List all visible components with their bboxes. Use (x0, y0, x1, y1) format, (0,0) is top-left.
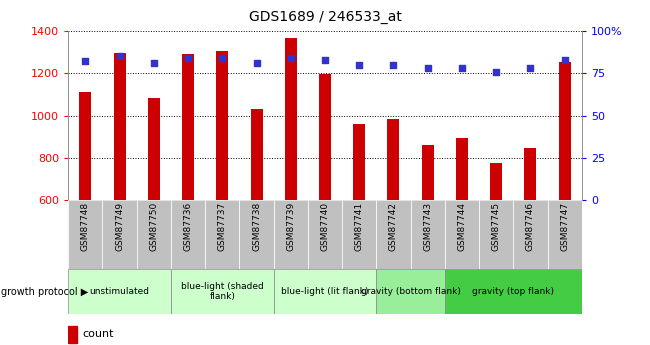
Text: GSM87741: GSM87741 (355, 202, 364, 251)
Point (422, 66, 433, 71)
Point (80, 59, 90, 64)
Text: blue-light (shaded
flank): blue-light (shaded flank) (181, 282, 264, 301)
Bar (445, 269, 582, 314)
Point (217, 55, 228, 61)
Text: GSM87736: GSM87736 (183, 202, 192, 252)
Bar (342, 200, 376, 269)
Text: GSM87750: GSM87750 (150, 202, 159, 252)
Bar (274, 200, 308, 269)
Bar (411, 200, 445, 269)
Text: unstimulated: unstimulated (90, 287, 150, 296)
Bar (456, 138, 468, 200)
Point (525, 66, 536, 71)
Text: GSM87740: GSM87740 (320, 202, 330, 251)
Text: GSM87739: GSM87739 (286, 202, 295, 252)
Bar (353, 124, 365, 200)
Bar (445, 200, 479, 269)
Bar (479, 200, 514, 269)
Point (285, 55, 296, 61)
Bar (285, 38, 297, 200)
Point (560, 57, 570, 62)
Bar (148, 98, 160, 200)
Text: GSM87743: GSM87743 (423, 202, 432, 251)
Bar (308, 200, 342, 269)
Bar (547, 200, 582, 269)
Bar (171, 200, 205, 269)
Bar (239, 200, 274, 269)
Text: growth protocol ▶: growth protocol ▶ (1, 287, 88, 296)
Bar (79, 92, 92, 200)
Bar (387, 119, 400, 200)
Text: blue-light (lit flank): blue-light (lit flank) (281, 287, 369, 296)
Bar (216, 51, 228, 200)
Text: GSM87748: GSM87748 (81, 202, 90, 251)
Bar (514, 200, 547, 269)
Bar (558, 62, 571, 200)
Point (320, 57, 330, 62)
Bar (68, 269, 171, 314)
Text: GSM87749: GSM87749 (115, 202, 124, 251)
Text: count: count (83, 329, 114, 339)
Bar (490, 163, 502, 200)
Text: gravity (top flank): gravity (top flank) (473, 287, 554, 296)
Point (252, 60, 262, 66)
Point (149, 60, 159, 66)
Bar (250, 109, 263, 200)
Bar (182, 54, 194, 200)
Bar (376, 200, 411, 269)
Bar (525, 148, 536, 200)
Text: GSM87744: GSM87744 (458, 202, 467, 251)
Point (114, 54, 125, 59)
Bar (68, 200, 103, 269)
Point (457, 66, 467, 71)
Point (183, 55, 193, 61)
Text: GSM87747: GSM87747 (560, 202, 569, 251)
Bar (68, 326, 77, 343)
Point (388, 62, 398, 68)
Bar (136, 200, 171, 269)
Bar (319, 75, 331, 200)
Bar (205, 200, 239, 269)
Bar (114, 53, 125, 200)
Text: gravity (bottom flank): gravity (bottom flank) (361, 287, 460, 296)
Text: GSM87746: GSM87746 (526, 202, 535, 251)
Bar (274, 269, 376, 314)
Bar (103, 200, 136, 269)
Bar (376, 269, 445, 314)
Text: GSM87742: GSM87742 (389, 202, 398, 251)
Bar (171, 269, 274, 314)
Text: GSM87737: GSM87737 (218, 202, 227, 252)
Point (354, 62, 365, 68)
Point (491, 69, 501, 75)
Text: GSM87745: GSM87745 (491, 202, 500, 251)
Text: GSM87738: GSM87738 (252, 202, 261, 252)
Bar (422, 145, 434, 200)
Text: GDS1689 / 246533_at: GDS1689 / 246533_at (248, 10, 402, 24)
